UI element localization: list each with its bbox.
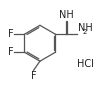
Text: F: F [8,47,14,57]
Text: F: F [30,71,36,81]
Text: NH: NH [77,23,92,33]
Text: F: F [8,29,14,39]
Text: NH: NH [59,10,73,20]
Text: 2: 2 [82,29,86,35]
Text: HCl: HCl [76,59,93,69]
